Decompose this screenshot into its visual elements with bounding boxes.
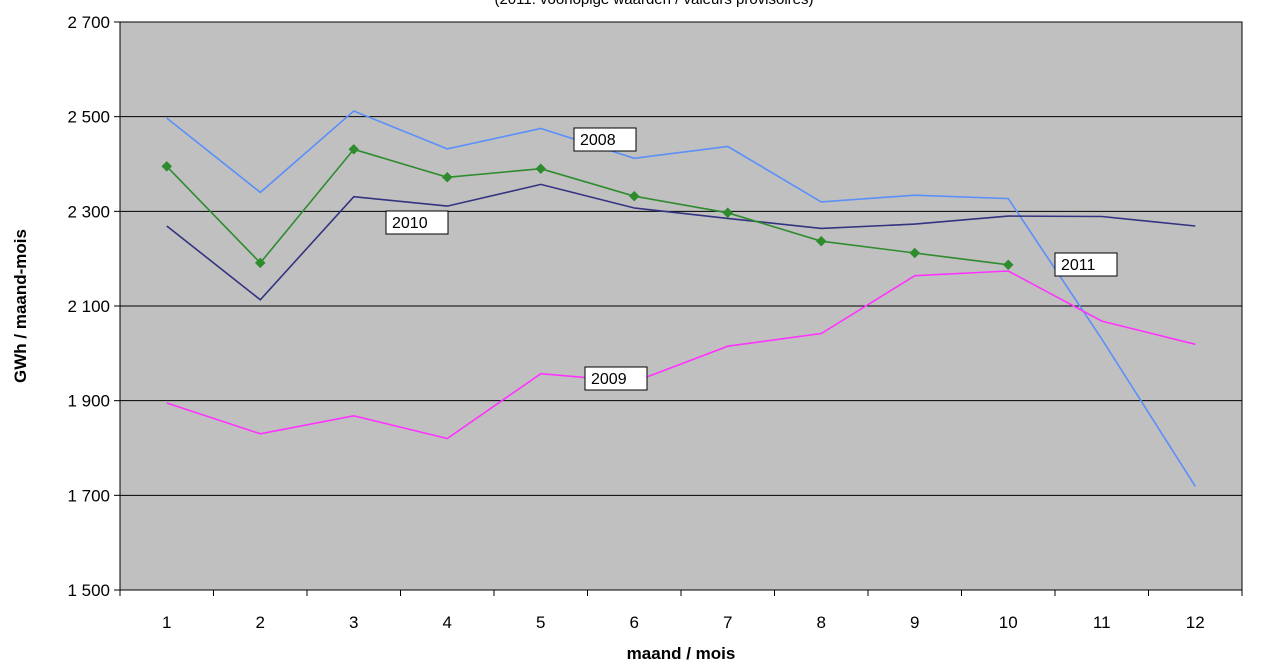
series-line-2010 bbox=[166, 183, 1196, 301]
y-tick-label: 1 700 bbox=[67, 486, 110, 505]
series-label-2010: 2010 bbox=[392, 215, 428, 232]
series-line-2009 bbox=[166, 270, 1196, 440]
data-point-2011 bbox=[441, 171, 453, 183]
data-point-2011 bbox=[161, 161, 173, 172]
data-point-2011 bbox=[815, 235, 827, 247]
gridlines bbox=[120, 116, 1242, 496]
x-tick-label: 2 bbox=[256, 613, 265, 632]
x-tick-label: 12 bbox=[1186, 613, 1205, 632]
y-axis-title: GWh / maand-mois bbox=[11, 229, 30, 383]
x-tick-label: 8 bbox=[817, 613, 826, 632]
x-tick-label: 11 bbox=[1093, 613, 1111, 632]
data-point-2011 bbox=[909, 247, 921, 259]
x-tick-label: 3 bbox=[349, 613, 358, 632]
y-axis-ticks: 1 500 1 700 1 900 2 100 2 300 2 500 2 700 bbox=[67, 13, 120, 600]
x-tick-label: 1 bbox=[162, 613, 171, 632]
series-label-box-2010 bbox=[385, 210, 449, 235]
y-tick-label: 2 100 bbox=[67, 297, 110, 316]
x-tick-label: 5 bbox=[536, 613, 545, 632]
data-point-2011 bbox=[535, 163, 547, 175]
x-tick-label: 9 bbox=[910, 613, 919, 632]
x-tick-label: 7 bbox=[723, 613, 732, 632]
series-label-2009: 2009 bbox=[591, 371, 627, 388]
series-label-box-2009 bbox=[584, 366, 648, 391]
y-tick-label: 2 700 bbox=[67, 13, 110, 32]
series-lines bbox=[161, 110, 1196, 487]
y-tick-label: 2 300 bbox=[67, 202, 110, 221]
data-point-2011 bbox=[1002, 259, 1014, 271]
y-tick-label: 1 500 bbox=[67, 581, 110, 600]
series-label-box-2011 bbox=[1054, 252, 1118, 277]
x-axis-title: maand / mois bbox=[627, 644, 736, 663]
series-label-2011: 2011 bbox=[1061, 257, 1096, 274]
series-label-box-2008 bbox=[573, 127, 637, 152]
y-tick-label: 2 500 bbox=[67, 108, 110, 127]
data-point-2011 bbox=[254, 257, 266, 269]
data-point-2011 bbox=[722, 207, 734, 219]
x-tick-label: 4 bbox=[443, 613, 452, 632]
x-axis-ticks: 1 2 3 4 5 6 7 8 9 10 11 12 bbox=[119, 590, 1243, 632]
data-point-2011 bbox=[348, 143, 360, 155]
x-tick-label: 6 bbox=[630, 613, 639, 632]
chart-subtitle: (2011: voorlopige waarden / valeurs prov… bbox=[494, 0, 813, 8]
series-line-2008 bbox=[166, 110, 1196, 487]
series-line-2011 bbox=[166, 148, 1009, 266]
x-tick-label: 10 bbox=[999, 613, 1018, 632]
series-label-2008: 2008 bbox=[580, 132, 616, 149]
series-labels: 2008 2009 2010 2011 bbox=[385, 127, 1118, 391]
y-tick-label: 1 900 bbox=[67, 392, 110, 411]
data-point-2011 bbox=[628, 190, 640, 202]
